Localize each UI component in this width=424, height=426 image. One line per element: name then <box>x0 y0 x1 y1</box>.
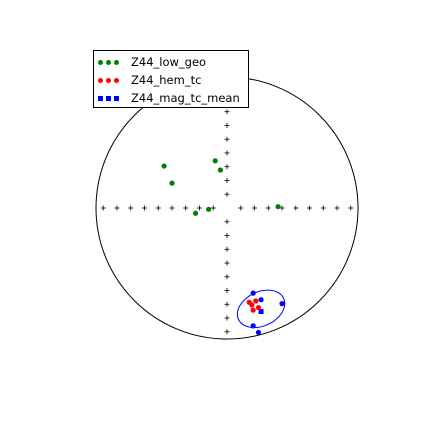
data-point-circle <box>169 180 175 186</box>
legend-label: Z44_hem_tc <box>131 73 202 87</box>
tick-cross <box>224 288 230 294</box>
tick-cross <box>224 274 230 280</box>
tick-cross <box>307 205 313 211</box>
legend-label: Z44_mag_tc_mean <box>131 91 240 105</box>
tick-cross <box>210 205 216 211</box>
tick-cross <box>224 191 230 197</box>
tick-cross <box>320 205 326 211</box>
data-point-circle <box>192 210 199 216</box>
data-point-circle <box>258 297 264 303</box>
tick-cross <box>334 205 340 211</box>
legend-label: Z44_low_geo <box>131 55 207 69</box>
tick-cross <box>100 205 106 211</box>
legend-item-z44-low-geo: Z44_low_geo <box>94 53 248 71</box>
data-point-circle <box>275 204 281 210</box>
tick-cross <box>224 233 230 239</box>
tick-cross <box>252 205 258 211</box>
data-point-circle <box>253 298 259 304</box>
tick-cross <box>224 122 230 128</box>
tick-cross <box>114 205 120 211</box>
tick-cross <box>224 329 230 335</box>
legend-marker-green-circles <box>98 53 124 71</box>
tick-cross <box>265 205 271 211</box>
tick-crosses <box>100 81 354 335</box>
data-point-circle <box>250 323 256 329</box>
data-point-circle <box>255 329 262 336</box>
data-points <box>161 158 285 336</box>
tick-cross <box>155 205 161 211</box>
data-point-square <box>258 308 264 314</box>
data-point-circle <box>279 301 285 307</box>
legend-item-z44-mag-tc-mean: Z44_mag_tc_mean <box>94 89 248 107</box>
tick-cross <box>224 150 230 156</box>
tick-cross <box>293 205 299 211</box>
tick-cross <box>224 260 230 266</box>
data-point-circle <box>217 167 224 173</box>
tick-cross <box>224 177 230 183</box>
tick-cross <box>224 315 230 321</box>
data-point-circle <box>255 304 262 311</box>
legend-item-z44-hem-tc: Z44_hem_tc <box>94 71 248 89</box>
tick-cross <box>141 205 147 211</box>
data-point-circle <box>250 290 256 296</box>
tick-cross <box>224 301 230 307</box>
data-point-circle <box>249 302 255 308</box>
tick-cross <box>279 205 285 211</box>
data-point-circle <box>250 307 256 313</box>
tick-cross <box>196 205 202 211</box>
legend-marker-blue-squares <box>98 89 124 107</box>
tick-cross <box>224 246 230 252</box>
data-point-circle <box>212 158 218 164</box>
tick-cross <box>169 205 175 211</box>
tick-cross <box>183 205 189 211</box>
legend-marker-red-circles <box>98 71 124 89</box>
tick-cross <box>348 205 354 211</box>
tick-cross <box>128 205 134 211</box>
tick-cross <box>224 164 230 170</box>
primitive-circle <box>95 76 359 340</box>
tick-cross <box>224 219 230 225</box>
legend: Z44_low_geo Z44_hem_tc Z44_mag_tc_mean <box>93 50 249 108</box>
tick-cross <box>224 136 230 142</box>
tick-cross <box>224 109 230 115</box>
data-point-circle <box>161 163 167 169</box>
tick-cross <box>238 205 244 211</box>
data-point-circle <box>206 206 212 212</box>
